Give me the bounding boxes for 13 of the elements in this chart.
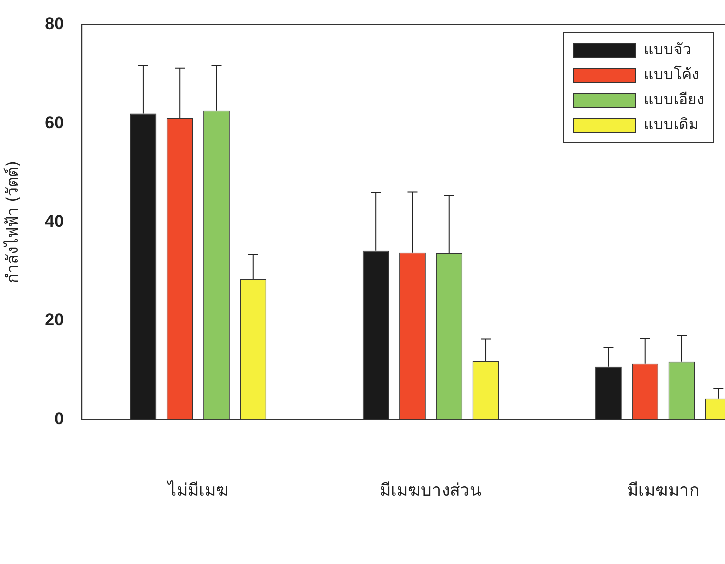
legend-label: แบบเอียง <box>644 90 704 108</box>
x-tick-label: ไม่มีเมฆ <box>166 480 229 502</box>
y-tick-label: 60 <box>45 113 64 132</box>
legend-label: แบบโค้ง <box>644 65 699 84</box>
y-tick-label: 40 <box>45 212 64 231</box>
y-axis-title: กำลังไฟฟ้า (วัตต์) <box>2 161 22 284</box>
legend-label: แบบจัว <box>644 40 691 58</box>
x-tick-label: มีเมฆมาก <box>628 481 700 502</box>
y-tick-label: 80 <box>45 14 64 34</box>
y-tick-label: 0 <box>54 409 64 428</box>
y-tick-label: 20 <box>45 310 64 330</box>
x-tick-label: มีเมฆบางส่วน <box>380 481 482 502</box>
legend-label: แบบเดิม <box>644 115 699 134</box>
